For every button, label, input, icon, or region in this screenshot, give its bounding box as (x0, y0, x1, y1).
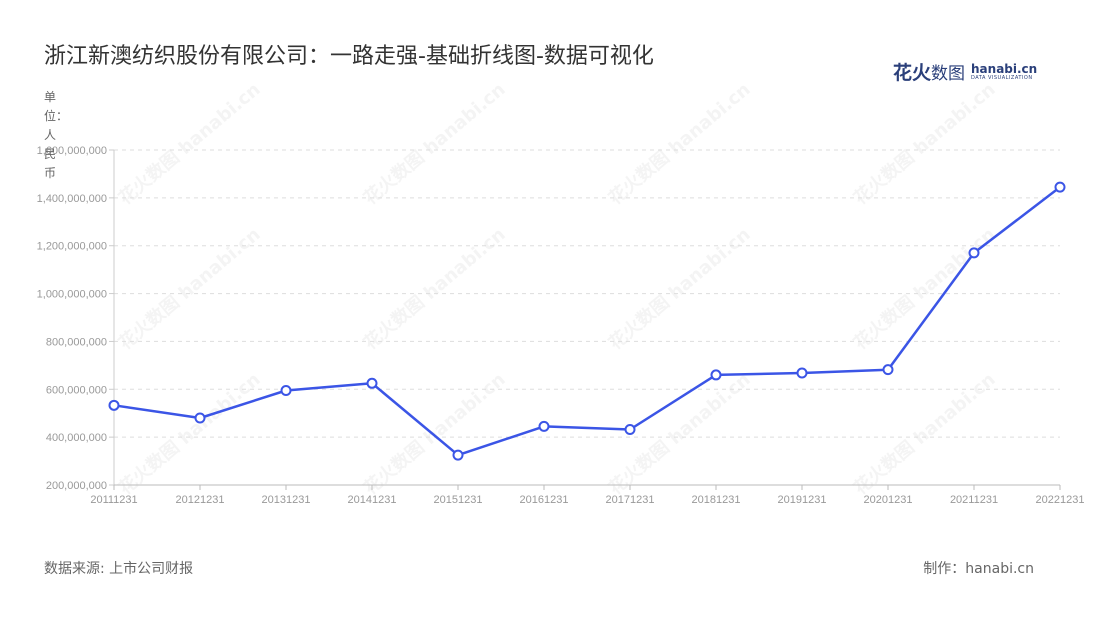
logo-cn-bold: 花火 (893, 62, 932, 84)
y-tick-label: 200,000,000 (46, 480, 107, 492)
chart-title: 浙江新澳纺织股份有限公司：一路走强-基础折线图-数据可视化 (44, 44, 654, 69)
x-tick-label: 20131231 (262, 494, 311, 506)
x-tick-label: 20221231 (1036, 494, 1085, 506)
series-path (113, 186, 1061, 457)
x-tick-label: 20181231 (692, 494, 741, 506)
data-point[interactable] (968, 247, 980, 259)
y-tick-label: 800,000,000 (46, 336, 107, 348)
data-point[interactable] (710, 369, 722, 381)
y-tick-label: 1,400,000,000 (37, 193, 107, 205)
axes (109, 149, 1061, 490)
x-tick-label: 20151231 (434, 494, 483, 506)
data-point[interactable] (194, 412, 206, 424)
y-tick-label: 1,000,000,000 (37, 289, 107, 301)
data-point[interactable] (1054, 181, 1066, 193)
logo-en-subtext: DATA VISUALIZATION (971, 74, 1033, 81)
data-point[interactable] (538, 420, 550, 432)
data-point[interactable] (366, 377, 378, 389)
data-source: 数据来源: 上市公司财报 (44, 561, 194, 577)
x-tick-label: 20211231 (950, 494, 998, 506)
y-tick-label: 1,200,000,000 (37, 241, 107, 253)
logo-en-text: hanabi.cn (971, 61, 1038, 76)
x-tick-label: 20161231 (520, 494, 569, 506)
y-tick-label: 1,600,000,000 (37, 145, 107, 157)
x-tick-label: 20121231 (176, 494, 225, 506)
data-point[interactable] (280, 384, 292, 396)
y-tick-labels: 200,000,000 400,000,000 600,000,000 800,000… (37, 145, 107, 492)
data-point[interactable] (796, 367, 808, 379)
grid-lines (114, 149, 1060, 438)
x-tick-label: 20111231 (90, 494, 137, 506)
x-tick-label: 20201231 (864, 494, 913, 506)
x-tick-label: 20141231 (348, 494, 397, 506)
data-point[interactable] (624, 423, 636, 435)
y-tick-label: 400,000,000 (46, 432, 107, 444)
data-points (108, 181, 1066, 461)
y-tick-label: 600,000,000 (46, 384, 107, 396)
hanabi-logo: 花火 数图 hanabi.cn DATA VISUALIZATION (893, 58, 1037, 85)
logo-en-block: hanabi.cn DATA VISUALIZATION (971, 63, 1037, 81)
data-point[interactable] (108, 399, 120, 411)
series-line (113, 186, 1061, 457)
data-point[interactable] (452, 449, 464, 461)
x-tick-label: 20191231 (778, 494, 827, 506)
data-point[interactable] (882, 364, 894, 376)
x-tick-label: 20171231 (606, 494, 655, 506)
logo-cn-light: 数图 (931, 64, 966, 84)
y-axis-unit-label: 单位：人民币 (44, 90, 69, 180)
x-tick-labels: 20111231 20121231 20131231 20141231 20151231… (90, 494, 1084, 506)
credit-text: 制作：hanabi.cn (923, 561, 1034, 577)
